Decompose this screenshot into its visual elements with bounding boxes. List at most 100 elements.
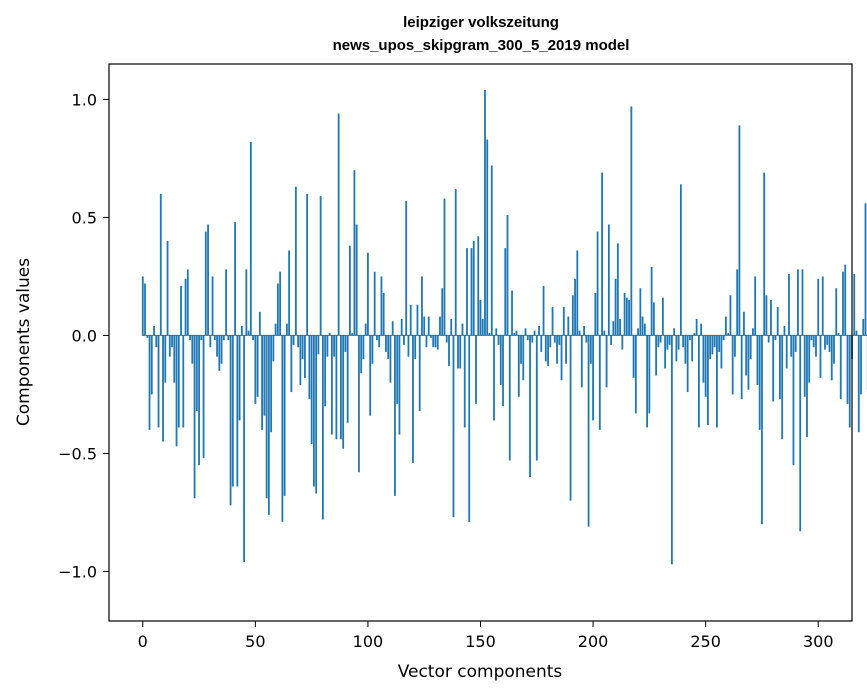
bar (594, 292, 597, 336)
x-axis-label: Vector components (398, 662, 563, 682)
bar (729, 295, 732, 336)
bar (481, 318, 484, 336)
y-tick-label: 0.5 (72, 208, 97, 227)
bar (585, 335, 588, 343)
bar (540, 335, 543, 352)
bar (423, 316, 426, 336)
bar (164, 335, 167, 383)
bar (855, 330, 858, 336)
bars-group (141, 89, 867, 565)
bar (538, 325, 540, 336)
bar (495, 328, 498, 336)
bar (643, 323, 646, 336)
bar (270, 335, 273, 433)
y-axis-label: Components values (14, 258, 34, 426)
bar (752, 328, 754, 336)
bar (817, 278, 820, 336)
bar (421, 276, 423, 336)
bar (312, 335, 315, 487)
bar (688, 335, 691, 341)
bar (761, 335, 763, 525)
bar (821, 276, 824, 336)
bar (797, 269, 799, 336)
bar (369, 335, 372, 416)
bar (657, 335, 660, 348)
bar (619, 318, 621, 336)
bar (243, 335, 245, 562)
bar (698, 335, 700, 428)
bar (389, 335, 392, 383)
bar (522, 335, 525, 381)
bar (171, 335, 173, 348)
bar (743, 311, 745, 336)
bar (216, 335, 218, 357)
bar (551, 307, 554, 336)
bar (497, 335, 500, 345)
bar (180, 285, 182, 336)
bar (587, 335, 590, 527)
bar (427, 316, 430, 336)
bar (596, 231, 599, 336)
bar (513, 333, 516, 336)
bar (567, 316, 570, 336)
bar (580, 335, 583, 388)
bar (353, 170, 356, 336)
bar (468, 335, 471, 522)
bar (301, 335, 304, 360)
bar (634, 335, 637, 414)
bar (204, 231, 207, 336)
bar (826, 335, 829, 345)
bar (756, 335, 759, 385)
bar (853, 274, 856, 336)
bar (175, 335, 178, 447)
x-tick-label: 50 (245, 632, 265, 651)
bar (148, 335, 151, 430)
bar (828, 335, 831, 352)
bar (351, 333, 354, 336)
bar (560, 335, 563, 381)
bar (603, 330, 606, 336)
bar (274, 323, 277, 336)
bar (445, 335, 448, 343)
bar (770, 300, 772, 336)
bar (461, 323, 464, 336)
bar (315, 335, 318, 494)
bar (405, 200, 408, 336)
bar (263, 335, 266, 416)
bar (254, 335, 257, 404)
bar (531, 335, 534, 343)
bar (324, 335, 327, 407)
bar (303, 335, 306, 378)
bar (686, 335, 689, 393)
bar (846, 335, 849, 404)
bar (835, 288, 838, 336)
bar (288, 250, 291, 336)
bar (864, 203, 867, 336)
bar (358, 335, 360, 473)
bar (576, 250, 579, 336)
x-axis-ticks: 0 50 100 150 200 250 300 (138, 621, 834, 651)
y-tick-label: −1.0 (58, 562, 97, 581)
bar (718, 335, 721, 352)
bar (625, 297, 628, 336)
bar (407, 335, 410, 357)
bar (578, 330, 581, 336)
bar (191, 335, 194, 364)
bar (839, 335, 842, 400)
bar (310, 335, 313, 444)
bar (225, 269, 227, 336)
bar (691, 335, 694, 362)
bar (704, 335, 707, 397)
bar (279, 271, 282, 336)
bar (749, 335, 752, 360)
bar (466, 248, 468, 336)
bar (810, 335, 813, 341)
bar (457, 335, 459, 369)
bar (556, 335, 558, 364)
bar (247, 330, 250, 336)
bar (256, 335, 259, 397)
bar (650, 266, 653, 336)
bar (346, 335, 349, 423)
bar (520, 335, 522, 364)
bar (670, 335, 673, 565)
